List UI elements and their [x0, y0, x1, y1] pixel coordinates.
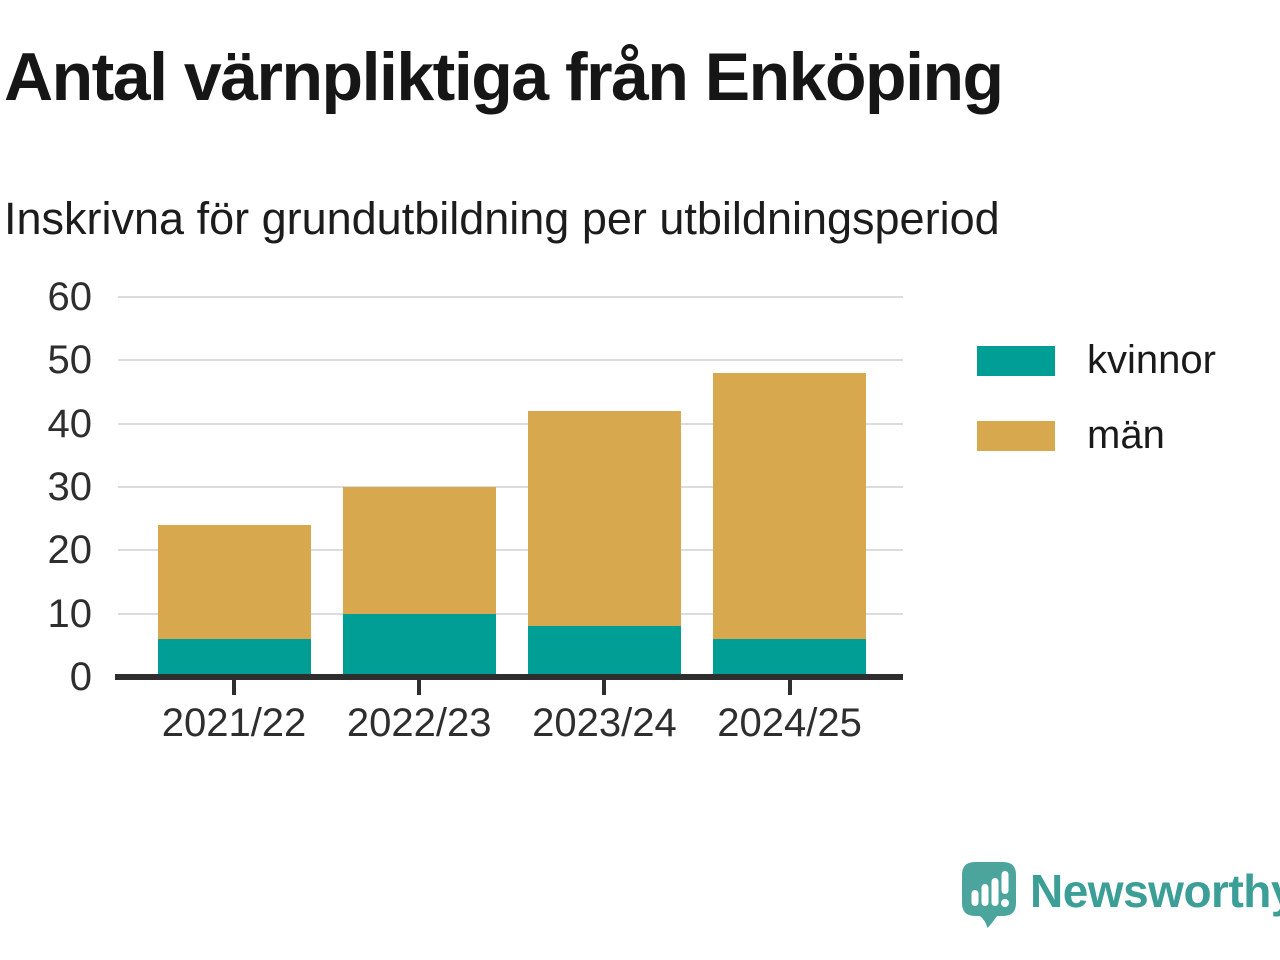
x-axis-tick	[787, 680, 792, 695]
bar-segment-kvinnor-2021-22	[157, 639, 311, 677]
y-axis-tick-label: 20	[47, 528, 93, 573]
x-axis-tick	[602, 680, 607, 695]
y-axis-tick-label: 50	[47, 338, 93, 383]
bar-segment-män-2024-25	[713, 373, 867, 639]
bar-segment-kvinnor-2024-25	[713, 639, 867, 677]
bar-segment-män-2022-23	[342, 487, 496, 614]
legend: kvinnor män	[977, 338, 1216, 458]
chart-subtitle: Inskrivna för grundutbildning per utbild…	[4, 193, 1000, 244]
brand-footer: Newsworthy	[962, 862, 1280, 928]
gridline-y20	[118, 549, 903, 552]
gridline-y10	[118, 612, 903, 615]
legend-item-män: män	[977, 413, 1216, 458]
brand-name: Newsworthy	[1030, 865, 1280, 917]
bar-segment-kvinnor-2022-23	[342, 613, 496, 677]
newsworthy-logo-icon	[962, 862, 1016, 928]
x-axis-tick-label: 2021/22	[161, 701, 307, 745]
x-axis-tick	[232, 680, 236, 695]
gridline-y50	[118, 359, 903, 362]
legend-label-män: män	[1087, 413, 1165, 457]
y-axis-tick-label: 30	[47, 465, 93, 509]
chart-title: Antal värnpliktiga från Enköping	[4, 39, 1004, 115]
x-axis-tick-label: 2023/24	[532, 701, 677, 745]
bar-segment-kvinnor-2023-24	[527, 626, 681, 677]
gridline-y40	[118, 422, 903, 425]
y-axis-tick-label: 60	[47, 275, 93, 319]
y-axis-tick-label: 40	[47, 401, 93, 446]
y-axis-tick-label: 0	[69, 655, 92, 699]
x-axis-tick	[417, 680, 422, 695]
x-axis-tick-label: 2022/23	[346, 701, 492, 745]
legend-swatch-män	[977, 420, 1055, 451]
legend-label-kvinnor: kvinnor	[1087, 338, 1216, 382]
y-axis-tick-label: 10	[47, 591, 93, 636]
legend-item-kvinnor: kvinnor	[977, 338, 1216, 383]
x-axis-tick-label: 2024/25	[717, 701, 862, 745]
legend-swatch-kvinnor	[977, 345, 1055, 376]
x-axis-line	[115, 674, 903, 680]
gridline-y30	[118, 486, 903, 488]
bar-segment-män-2023-24	[527, 411, 681, 627]
bar-segment-män-2021-22	[157, 525, 311, 639]
gridline-y60	[118, 296, 903, 298]
